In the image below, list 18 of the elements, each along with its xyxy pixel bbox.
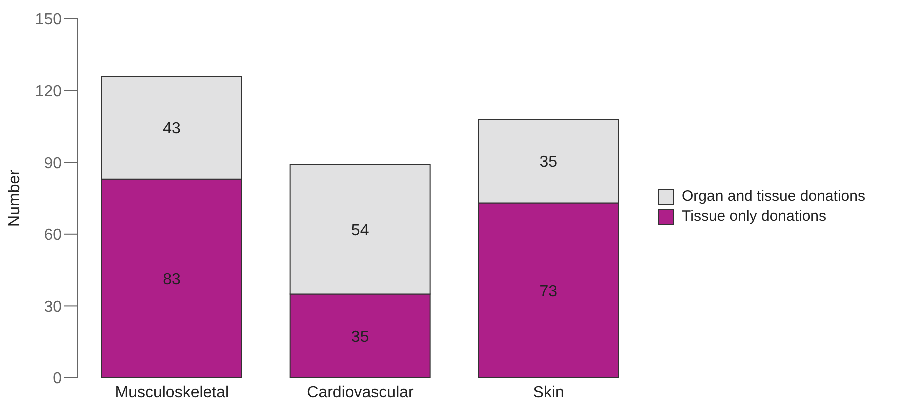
data-label: 83 [163, 271, 181, 288]
data-label: 73 [540, 283, 558, 300]
y-tick-label: 30 [44, 298, 62, 316]
y-tick-label: 150 [35, 12, 62, 29]
x-tick-label: Musculoskeletal [115, 384, 230, 402]
data-label: 54 [351, 222, 370, 240]
legend-label: Organ and tissue donations [682, 188, 866, 205]
y-tick-label: 60 [44, 227, 62, 244]
y-tick-label: 90 [44, 155, 62, 172]
x-tick-label: Cardiovascular [307, 384, 415, 402]
x-tick-label: Skin [533, 384, 564, 402]
data-label: 43 [163, 120, 181, 138]
y-tick-label: 0 [53, 370, 62, 388]
data-label: 35 [351, 328, 370, 346]
y-tick-label: 120 [35, 83, 62, 100]
legend-label: Tissue only donations [682, 208, 827, 225]
y-axis-title: Number [6, 169, 24, 227]
data-label: 35 [540, 154, 558, 172]
